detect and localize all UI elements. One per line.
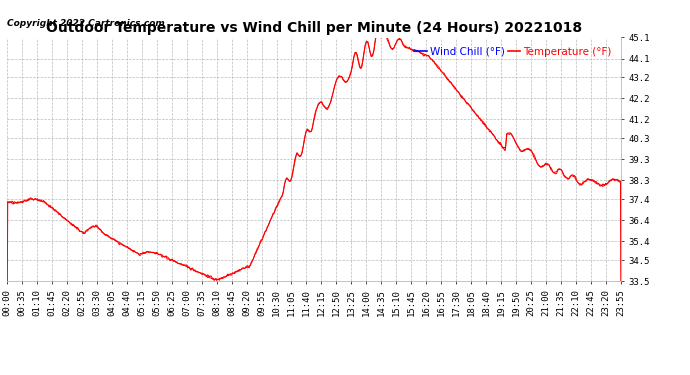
Legend: Wind Chill (°F), Temperature (°F): Wind Chill (°F), Temperature (°F) bbox=[410, 43, 615, 61]
Text: Copyright 2022 Cartronics.com: Copyright 2022 Cartronics.com bbox=[7, 19, 165, 28]
Title: Outdoor Temperature vs Wind Chill per Minute (24 Hours) 20221018: Outdoor Temperature vs Wind Chill per Mi… bbox=[46, 21, 582, 35]
